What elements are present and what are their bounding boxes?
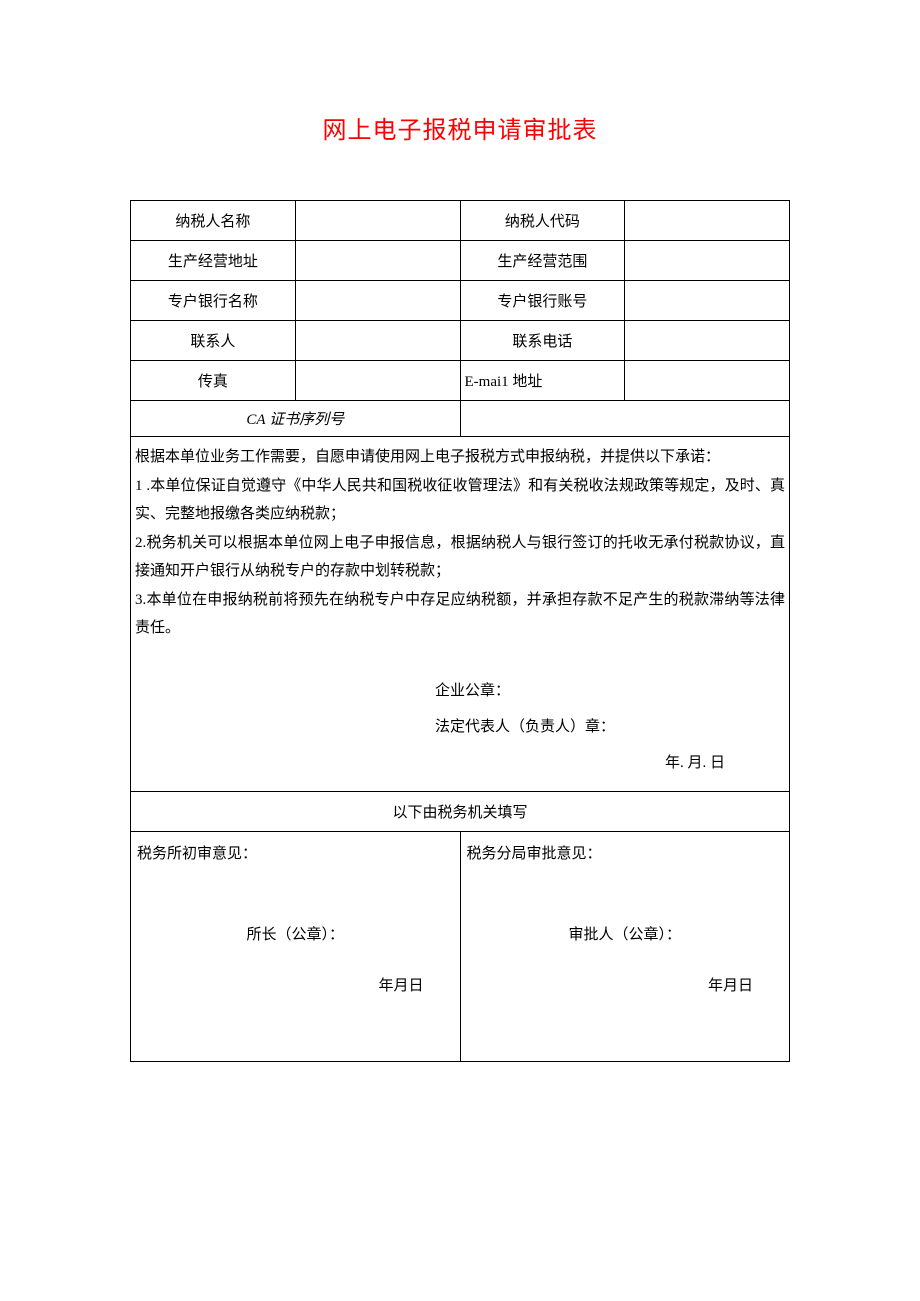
row-bank-name: 专户银行名称 专户银行账号 bbox=[131, 281, 790, 321]
label-bank-name: 专户银行名称 bbox=[131, 281, 296, 321]
value-bank-account[interactable] bbox=[625, 281, 790, 321]
row-contact: 联系人 联系电话 bbox=[131, 321, 790, 361]
commitment-item-3: 3.本单位在申报纳税前将预先在纳税专户中存足应纳税额，并承担存款不足产生的税款滞… bbox=[135, 586, 785, 643]
value-contact-person[interactable] bbox=[295, 321, 460, 361]
tax-authority-section-header: 以下由税务机关填写 bbox=[131, 791, 790, 831]
initial-review-date: 年月日 bbox=[137, 974, 454, 995]
row-business-address: 生产经营地址 生产经营范围 bbox=[131, 241, 790, 281]
value-contact-phone[interactable] bbox=[625, 321, 790, 361]
document-page: 网上电子报税申请审批表 纳税人名称 纳税人代码 生产经营地址 生产经营范围 专户… bbox=[0, 0, 920, 1062]
value-taxpayer-name[interactable] bbox=[295, 201, 460, 241]
label-contact-person: 联系人 bbox=[131, 321, 296, 361]
label-fax: 传真 bbox=[131, 361, 296, 401]
row-fax-email: 传真 E-mai1 地址 bbox=[131, 361, 790, 401]
label-business-scope: 生产经营范围 bbox=[460, 241, 625, 281]
value-taxpayer-code[interactable] bbox=[625, 201, 790, 241]
initial-review-stamp: 所长（公章）： bbox=[137, 923, 454, 944]
commitment-item-2: 2.税务机关可以根据本单位网上电子申报信息，根据纳税人与银行签订的托收无承付税款… bbox=[135, 529, 785, 586]
approval-date: 年月日 bbox=[467, 974, 784, 995]
label-contact-phone: 联系电话 bbox=[460, 321, 625, 361]
row-section-header: 以下由税务机关填写 bbox=[131, 791, 790, 831]
row-taxpayer-name: 纳税人名称 纳税人代码 bbox=[131, 201, 790, 241]
value-ca-serial[interactable] bbox=[460, 401, 790, 437]
commitment-date-line: 年. 月. 日 bbox=[135, 745, 785, 781]
commitment-intro: 根据本单位业务工作需要，自愿申请使用网上电子报税方式申报纳税，并提供以下承诺： bbox=[135, 443, 785, 472]
commitment-item-3-num: 3. bbox=[135, 586, 146, 615]
legal-rep-seal-line: 法定代表人（负责人）章： bbox=[135, 709, 785, 745]
row-ca-serial: CA 证书序列号 bbox=[131, 401, 790, 437]
label-taxpayer-code: 纳税人代码 bbox=[460, 201, 625, 241]
initial-review-cell: 税务所初审意见： 所长（公章）： 年月日 bbox=[131, 831, 461, 1061]
application-form-table: 纳税人名称 纳税人代码 生产经营地址 生产经营范围 专户银行名称 专户银行账号 … bbox=[130, 200, 790, 1062]
row-commitment: 根据本单位业务工作需要，自愿申请使用网上电子报税方式申报纳税，并提供以下承诺： … bbox=[131, 437, 790, 792]
initial-review-title: 税务所初审意见： bbox=[137, 842, 454, 863]
commitment-item-3-text: 本单位在申报纳税前将预先在纳税专户中存足应纳税额，并承担存款不足产生的税款滞纳等… bbox=[135, 592, 785, 637]
value-business-scope[interactable] bbox=[625, 241, 790, 281]
commitment-item-2-text: 税务机关可以根据本单位网上电子申报信息，根据纳税人与银行签订的托收无承付税款协议… bbox=[135, 535, 785, 580]
company-seal-line: 企业公章： bbox=[135, 673, 785, 709]
commitment-item-2-num: 2. bbox=[135, 529, 146, 558]
value-business-address[interactable] bbox=[295, 241, 460, 281]
page-title: 网上电子报税申请审批表 bbox=[130, 110, 790, 145]
commitment-block: 根据本单位业务工作需要，自愿申请使用网上电子报税方式申报纳税，并提供以下承诺： … bbox=[131, 437, 790, 792]
value-fax[interactable] bbox=[295, 361, 460, 401]
label-email: E-mai1 地址 bbox=[460, 361, 625, 401]
commitment-item-1-text: .本单位保证自觉遵守《中华人民共和国税收征收管理法》和有关税收法规政策等规定，及… bbox=[135, 478, 785, 523]
row-opinions: 税务所初审意见： 所长（公章）： 年月日 税务分局审批意见： 审批人（公章）： … bbox=[131, 831, 790, 1061]
label-taxpayer-name: 纳税人名称 bbox=[131, 201, 296, 241]
value-email[interactable] bbox=[625, 361, 790, 401]
approval-stamp: 审批人（公章）： bbox=[467, 923, 784, 944]
label-ca-serial-text: CA 证书序列号 bbox=[246, 412, 344, 428]
value-bank-name[interactable] bbox=[295, 281, 460, 321]
label-business-address: 生产经营地址 bbox=[131, 241, 296, 281]
stamp-block: 企业公章： 法定代表人（负责人）章： 年. 月. 日 bbox=[135, 673, 785, 781]
label-ca-serial: CA 证书序列号 bbox=[131, 401, 461, 437]
approval-cell: 税务分局审批意见： 审批人（公章）： 年月日 bbox=[460, 831, 790, 1061]
label-bank-account: 专户银行账号 bbox=[460, 281, 625, 321]
commitment-item-1-num: 1 bbox=[135, 472, 143, 501]
commitment-item-1: 1 .本单位保证自觉遵守《中华人民共和国税收征收管理法》和有关税收法规政策等规定… bbox=[135, 472, 785, 529]
approval-title: 税务分局审批意见： bbox=[467, 842, 784, 863]
